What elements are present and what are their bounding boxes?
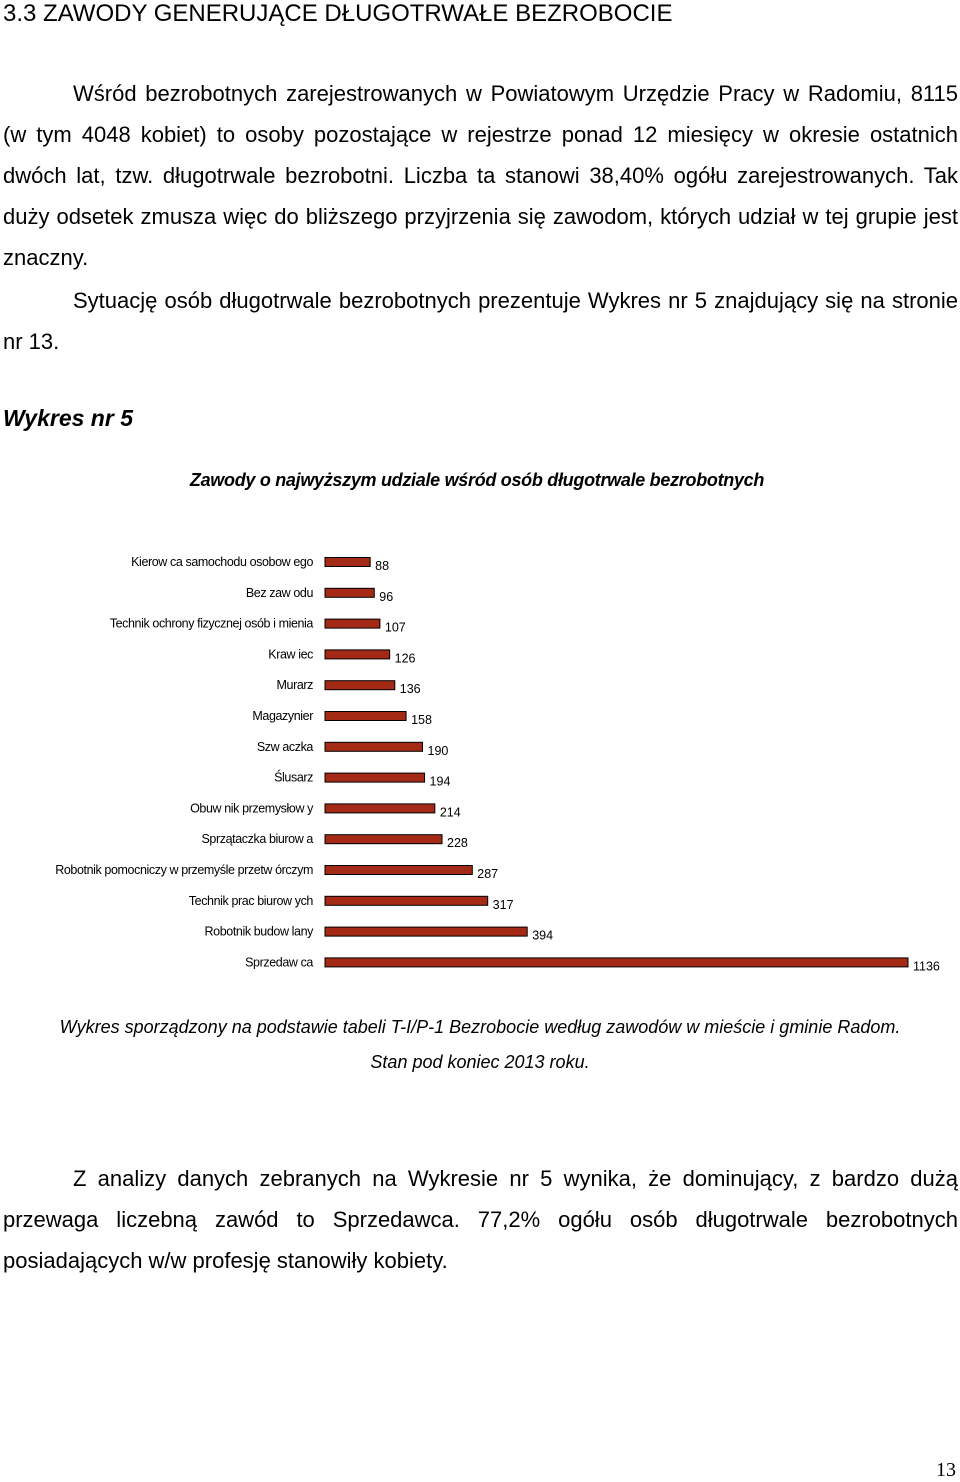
chart-title: Zawody o najwyższym udziale wśród osób d… — [189, 470, 765, 490]
bar — [324, 649, 391, 660]
figure-label: Wykres nr 5 — [3, 405, 133, 431]
source-line-1: Wykres sporządzony na podstawie tabeli T… — [59, 1017, 901, 1037]
value-label: 158 — [411, 713, 432, 727]
category-label: Robotnik pomocniczy w przemyśle przetw ó… — [55, 863, 313, 877]
value-label: 317 — [493, 898, 514, 912]
category-label: Murarz — [277, 678, 314, 692]
bar — [324, 587, 375, 598]
value-label: 126 — [395, 651, 416, 665]
source-line-2: Stan pod koniec 2013 roku. — [370, 1052, 590, 1072]
category-label: Kierow ca samochodu osobow ego — [131, 555, 313, 569]
value-label: 88 — [375, 559, 389, 573]
bar — [324, 865, 473, 875]
value-label: 287 — [477, 867, 498, 881]
value-label: 96 — [379, 590, 393, 604]
category-label: Magazynier — [252, 709, 313, 723]
section-heading: 3.3 ZAWODY GENERUJĄCE DŁUGOTRWAŁE BEZROB… — [3, 0, 673, 27]
bar — [324, 834, 443, 845]
bar — [324, 803, 436, 814]
category-label: Sprzątaczka biurow a — [201, 832, 313, 846]
bar — [324, 711, 407, 721]
intro-paragraph: Wśród bezrobotnych zarejestrowanych w Po… — [3, 81, 958, 270]
category-label: Kraw iec — [268, 647, 313, 661]
bar — [324, 618, 381, 629]
value-label: 394 — [532, 929, 553, 943]
category-label: Obuw nik przemysłow y — [190, 801, 314, 815]
bar — [324, 957, 909, 968]
value-label: 1136 — [913, 959, 940, 973]
bar — [324, 772, 426, 783]
bar — [324, 926, 528, 937]
value-label: 107 — [385, 621, 406, 635]
bar — [324, 557, 371, 567]
bar-chart: Kierow ca samochodu osobow ego 88 Bez zaw … — [55, 555, 940, 973]
value-label: 228 — [447, 836, 468, 850]
category-label: Ślusarz — [274, 770, 313, 785]
category-label: Robotnik budow lany — [205, 925, 315, 939]
value-label: 190 — [428, 744, 449, 758]
conclusion-paragraph: Z analizy danych zebranych na Wykresie n… — [3, 1166, 958, 1273]
category-label: Technik ochrony fizycznej osób i mienia — [110, 617, 314, 631]
value-label: 214 — [440, 805, 461, 819]
reference-paragraph: Sytuację osób długotrwale bezrobotnych p… — [3, 288, 958, 354]
category-label: Sprzedaw ca — [245, 955, 313, 969]
bar — [324, 741, 424, 752]
value-label: 194 — [430, 775, 451, 789]
category-label: Bez zaw odu — [246, 586, 314, 600]
value-label: 136 — [400, 682, 421, 696]
bar — [324, 680, 396, 691]
category-label: Szw aczka — [257, 740, 314, 754]
category-label: Technik prac biurow ych — [189, 894, 314, 908]
chart-source: Wykres sporządzony na podstawie tabeli T… — [0, 1010, 960, 1080]
page-number: 13 — [936, 1459, 956, 1481]
bar — [324, 895, 489, 906]
